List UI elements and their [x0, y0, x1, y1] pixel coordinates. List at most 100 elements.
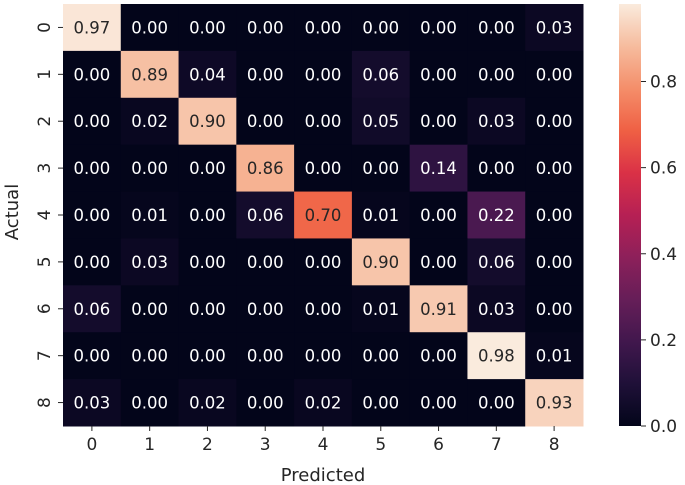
heatmap-cell: [467, 50, 526, 99]
cell-value-label: 0.03: [131, 253, 168, 272]
cell-value-label: 0.00: [305, 300, 342, 319]
heatmap-cell: [525, 379, 584, 427]
y-axis-ticks: 0 1 2 3 4 5 6 7 8: [35, 22, 63, 408]
cell-value-label: 0.00: [131, 300, 168, 319]
cell-value-label: 0.00: [536, 159, 573, 178]
y-tick-label: 5: [35, 256, 55, 267]
colorbar-tick-label: 0.8: [650, 73, 677, 93]
heatmap-cell: [236, 144, 295, 193]
heatmap-cell: [409, 4, 468, 52]
heatmap-cell: [63, 4, 122, 52]
cell-value-label: 0.00: [536, 65, 573, 84]
cell-value-label: 0.00: [478, 394, 515, 413]
cell-value-label: 0.00: [362, 347, 399, 366]
heatmap-cell: [236, 191, 295, 239]
cell-value-label: 0.00: [362, 394, 399, 413]
heatmap-cell: [525, 144, 584, 193]
cell-value-label: 0.00: [74, 65, 111, 84]
cell-value-label: 0.00: [305, 347, 342, 366]
cell-value-label: 0.00: [247, 65, 284, 84]
heatmap-cell: [236, 50, 295, 99]
heatmap-cell: [120, 4, 180, 52]
heatmap-cell: [409, 238, 468, 286]
colorbar-tick-label: 0.6: [650, 159, 677, 179]
cell-value-label: 0.03: [536, 18, 573, 37]
cell-value-label: 0.00: [305, 159, 342, 178]
cell-value-label: 0.00: [74, 253, 111, 272]
heatmap-cell: [294, 191, 353, 239]
cell-value-label: 0.00: [131, 159, 168, 178]
y-tick-label: 1: [35, 69, 55, 80]
heatmap-cell: [236, 285, 295, 333]
colorbar-tick-label: 0.2: [650, 331, 677, 351]
x-axis-ticks: 0 1 2 3 4 5 6 7 8: [86, 426, 560, 455]
cell-value-label: 0.01: [362, 300, 399, 319]
heatmap-cell: [351, 191, 411, 239]
x-tick-label: 1: [144, 435, 155, 455]
heatmap-cell: [294, 238, 353, 286]
cell-value-label: 0.70: [305, 206, 342, 225]
y-tick-label: 2: [35, 116, 55, 127]
heatmap-cell: [351, 238, 411, 286]
cell-value-label: 0.01: [536, 347, 573, 366]
colorbar: [619, 4, 641, 426]
heatmap-cell: [409, 50, 468, 99]
heatmap-cell: [409, 191, 468, 239]
heatmap-cell: [178, 238, 237, 286]
heatmap-cell: [236, 238, 295, 286]
cell-value-label: 0.22: [478, 206, 515, 225]
cell-value-label: 0.14: [420, 159, 457, 178]
heatmap-cell: [351, 4, 411, 52]
cell-value-label: 0.05: [362, 112, 399, 131]
heatmap-cell: [409, 379, 468, 427]
heatmap-cell: [467, 191, 526, 239]
cell-value-label: 0.00: [305, 112, 342, 131]
cell-value-label: 0.06: [362, 65, 399, 84]
cell-value-label: 0.00: [74, 347, 111, 366]
cell-value-label: 0.00: [420, 253, 457, 272]
cell-value-label: 0.01: [131, 206, 168, 225]
x-tick-label: 0: [86, 435, 97, 455]
heatmap-cell: [525, 50, 584, 99]
heatmap-cell: [63, 144, 122, 193]
cell-value-label: 0.00: [478, 18, 515, 37]
heatmap-cell: [467, 97, 526, 146]
heatmap-cell: [294, 144, 353, 193]
cell-value-label: 0.97: [74, 18, 111, 37]
heatmap-cell: [63, 379, 122, 427]
cell-value-label: 0.00: [189, 206, 226, 225]
cell-value-label: 0.90: [189, 112, 226, 131]
cell-value-label: 0.06: [247, 206, 284, 225]
cell-value-label: 0.00: [247, 18, 284, 37]
heatmap-cell: [525, 4, 584, 52]
y-axis-title: Actual: [2, 184, 23, 240]
colorbar-tick-label: 0.0: [650, 417, 677, 437]
cell-value-label: 0.00: [536, 300, 573, 319]
heatmap-cell: [294, 97, 353, 146]
cell-value-label: 0.98: [478, 347, 515, 366]
cell-value-label: 0.00: [420, 347, 457, 366]
y-tick-label: 7: [35, 350, 55, 361]
x-tick-label: 7: [491, 435, 502, 455]
cell-value-label: 0.00: [420, 65, 457, 84]
cell-value-label: 0.00: [131, 394, 168, 413]
cell-value-label: 0.86: [247, 159, 284, 178]
cell-value-label: 0.03: [478, 112, 515, 131]
cell-value-label: 0.02: [189, 394, 226, 413]
cell-value-label: 0.00: [478, 159, 515, 178]
y-tick-label: 6: [35, 303, 55, 314]
heatmap-cell: [236, 4, 295, 52]
heatmap-cell: [120, 332, 180, 380]
heatmap-cell: [351, 97, 411, 146]
heatmap-cell: [63, 332, 122, 380]
heatmap-cell: [351, 144, 411, 193]
cell-value-label: 0.00: [247, 347, 284, 366]
x-tick-label: 4: [318, 435, 329, 455]
cell-value-label: 0.00: [131, 18, 168, 37]
heatmap-cell: [409, 285, 468, 333]
colorbar-tick-label: 0.4: [650, 245, 677, 265]
cell-value-label: 0.93: [536, 394, 573, 413]
cell-value-label: 0.00: [305, 65, 342, 84]
heatmap-cell: [120, 379, 180, 427]
